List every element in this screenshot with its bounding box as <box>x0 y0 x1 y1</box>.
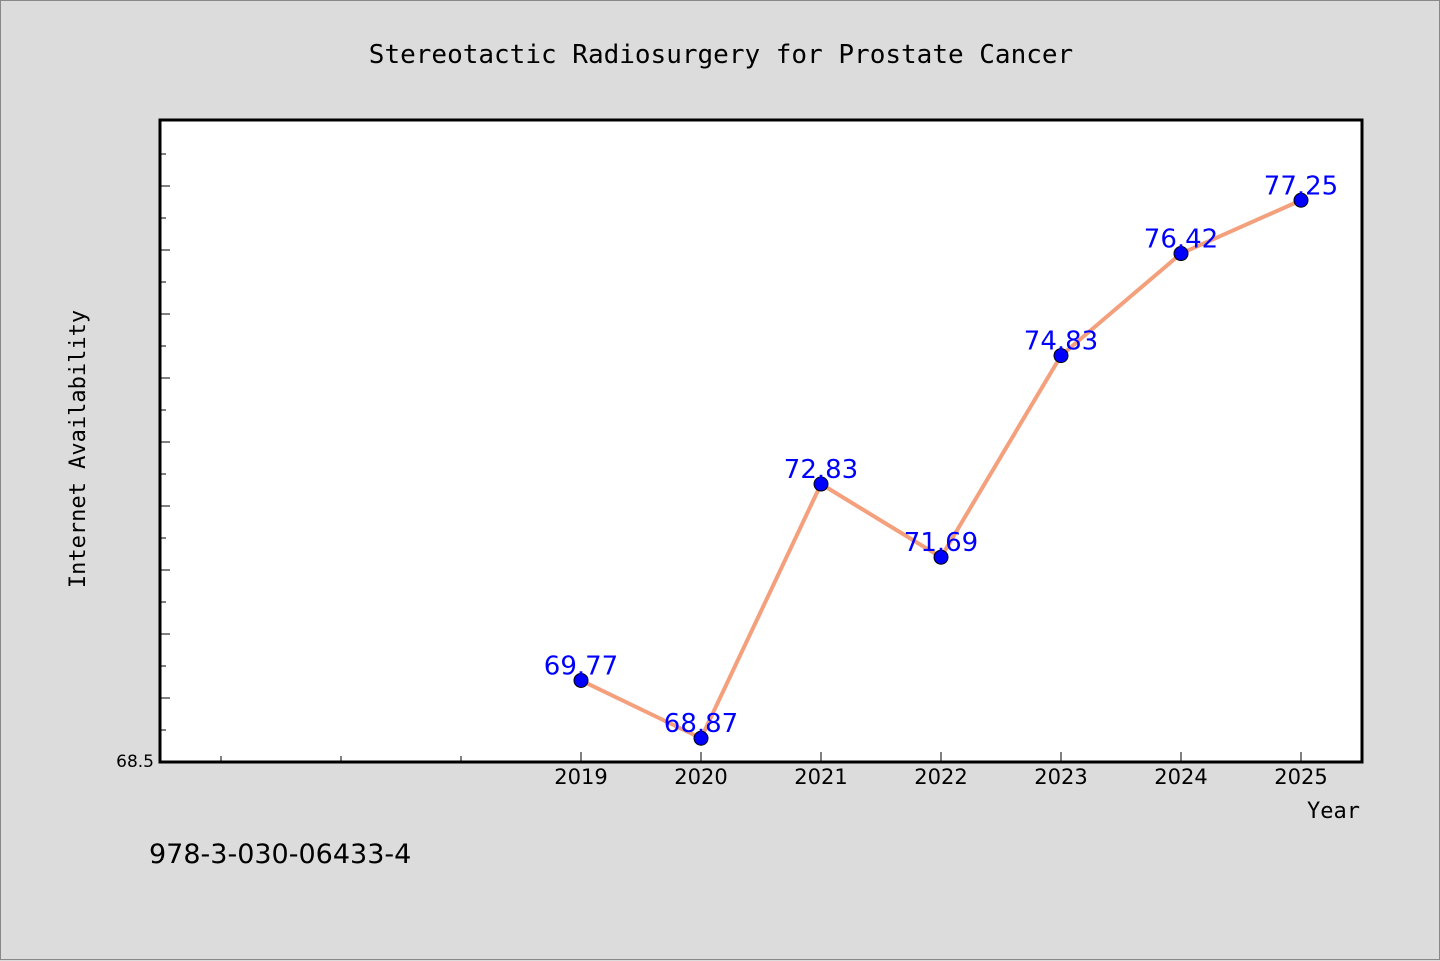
x-tick-label: 2022 <box>914 765 967 789</box>
x-tick-label: 2020 <box>674 765 727 789</box>
data-label: 72.83 <box>784 455 858 485</box>
data-label: 71.69 <box>904 528 978 558</box>
series-line-group <box>573 192 1309 746</box>
data-point-marker <box>573 672 589 688</box>
chart-title: Stereotactic Radiosurgery for Prostate C… <box>369 40 1073 70</box>
x-tick-label: 2024 <box>1154 765 1207 789</box>
footer-isbn: 978-3-030-06433-4 <box>149 839 411 870</box>
data-label: 76.42 <box>1144 225 1218 255</box>
x-tick-label: 2023 <box>1034 765 1087 789</box>
x-axis-title: Year <box>1307 799 1360 824</box>
x-tick-label: 2021 <box>794 765 847 789</box>
data-point-marker <box>933 549 949 565</box>
data-label: 74.83 <box>1024 327 1098 357</box>
data-label: 77.25 <box>1264 171 1338 201</box>
plot-area <box>158 118 1364 764</box>
data-point-marker <box>693 730 709 746</box>
y-axis-min-label: 68.5 <box>116 752 154 772</box>
y-axis-ticks <box>160 153 170 731</box>
data-point-marker <box>813 476 829 492</box>
x-axis-ticks: 2019 2020 2021 2022 2023 2024 2025 <box>220 752 1328 789</box>
x-tick-label: 2025 <box>1274 765 1327 789</box>
data-labels-group: 69.77 68.87 72.83 71.69 74.83 76.42 77.25 <box>544 171 1338 739</box>
data-point-marker <box>1293 192 1309 208</box>
x-tick-label: 2019 <box>554 765 607 789</box>
data-point-marker <box>1173 246 1189 262</box>
data-label: 68.87 <box>664 709 738 739</box>
y-axis-title: Internet Availability <box>66 310 91 588</box>
data-label: 69.77 <box>544 651 618 681</box>
data-point-marker <box>1053 348 1069 364</box>
